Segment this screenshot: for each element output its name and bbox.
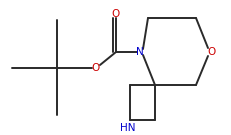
Text: O: O <box>112 9 120 19</box>
Text: N: N <box>136 47 144 57</box>
Text: O: O <box>208 47 216 57</box>
Text: HN: HN <box>120 123 136 133</box>
Text: O: O <box>92 63 100 73</box>
